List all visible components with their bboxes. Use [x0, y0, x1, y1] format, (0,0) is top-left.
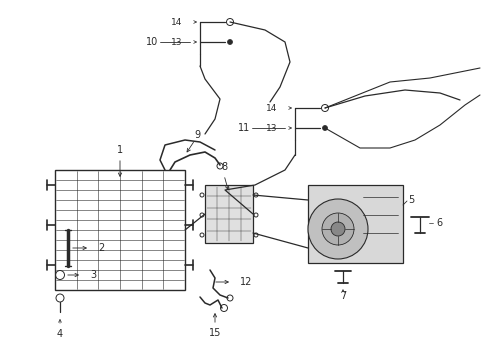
Text: 6: 6 [435, 218, 441, 228]
Text: 11: 11 [237, 123, 249, 133]
Text: 4: 4 [57, 329, 63, 339]
Bar [307, 185, 402, 263]
Text: 15: 15 [208, 328, 221, 338]
Circle shape [330, 222, 345, 236]
Text: 14: 14 [265, 104, 276, 113]
Circle shape [307, 199, 367, 259]
Bar [204, 185, 252, 243]
Text: 5: 5 [407, 195, 413, 205]
Text: 13: 13 [170, 37, 182, 46]
Text: 10: 10 [145, 37, 158, 47]
Circle shape [322, 126, 327, 131]
Text: 1: 1 [117, 145, 123, 155]
Circle shape [321, 213, 353, 245]
Text: 12: 12 [240, 277, 252, 287]
Text: 2: 2 [98, 243, 104, 253]
Text: 8: 8 [221, 162, 226, 172]
Text: 7: 7 [339, 291, 346, 301]
Text: 13: 13 [265, 123, 276, 132]
Text: 14: 14 [170, 18, 182, 27]
Circle shape [227, 40, 232, 45]
Text: 3: 3 [90, 270, 96, 280]
Bar [55, 170, 184, 290]
Text: 9: 9 [194, 130, 200, 140]
